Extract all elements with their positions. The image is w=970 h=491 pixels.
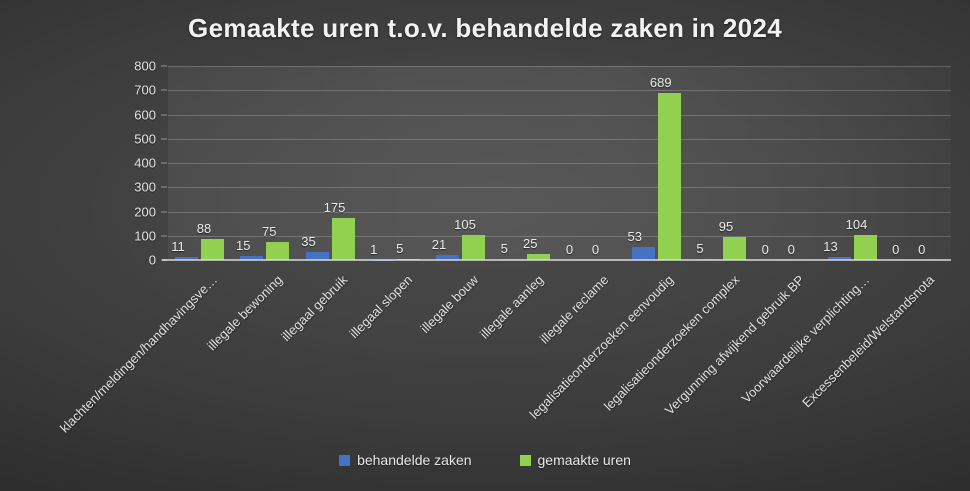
bar[interactable]	[827, 256, 851, 260]
bar-group[interactable]: 15 75	[233, 66, 298, 260]
bar[interactable]	[853, 234, 877, 260]
bars-layer: 11 88 15 75 35 175 1 5 21 105 5 25 0 0 53 689 5 95 0 0 13 104…	[168, 66, 951, 260]
bar[interactable]	[201, 238, 224, 260]
bar-value-label: 53	[627, 229, 642, 245]
bar-value-label: 105	[454, 216, 476, 232]
bar-value-label: 95	[718, 218, 734, 234]
gridline	[168, 235, 951, 237]
bar[interactable]	[305, 251, 329, 260]
y-axis-tick-label: 200	[134, 204, 156, 219]
legend-label: gemaakte uren	[537, 452, 631, 468]
bar-value-label: 75	[262, 223, 277, 239]
axis-baseline	[162, 259, 951, 261]
bar-value-label: 35	[301, 233, 316, 249]
bar-value-label: 0	[565, 242, 574, 257]
bar-group[interactable]: 5 25	[494, 66, 559, 260]
bar-value-label: 21	[431, 236, 447, 252]
y-axis-tick-mark	[161, 65, 167, 67]
bar-group[interactable]: 35 175	[299, 66, 364, 260]
y-axis-tick-mark	[161, 186, 167, 188]
bar-value-label: 1	[370, 241, 378, 257]
bar-value-label: 0	[787, 242, 795, 257]
bar-value-label: 25	[523, 235, 538, 251]
bar-group[interactable]: 13 104	[821, 66, 886, 260]
y-axis-tick-label: 700	[134, 82, 156, 98]
bar-value-label: 13	[823, 238, 838, 254]
bar[interactable]	[631, 247, 655, 260]
bar-group[interactable]: 21 105	[429, 66, 494, 260]
bar-value-label: 88	[196, 220, 212, 236]
bar[interactable]	[462, 234, 485, 260]
bar[interactable]	[331, 217, 355, 260]
bar[interactable]	[266, 241, 290, 260]
y-axis-tick-mark	[161, 114, 167, 115]
legend-item[interactable]: gemaakte uren	[519, 452, 631, 468]
bar-group[interactable]: 53 689	[625, 66, 690, 260]
bar[interactable]	[240, 256, 264, 260]
bar-value-label: 0	[761, 242, 769, 257]
bar[interactable]	[723, 236, 746, 260]
chart-legend: behandelde zaken gemaakte uren	[0, 452, 970, 468]
y-axis-tick-mark	[161, 235, 167, 237]
bar-value-label: 0	[918, 242, 926, 257]
bar[interactable]	[527, 253, 551, 260]
bar-group[interactable]: 5 95	[690, 66, 755, 260]
legend-label: behandelde zaken	[357, 452, 472, 468]
y-axis-tick-mark	[161, 162, 167, 164]
bar[interactable]	[436, 254, 459, 260]
gridline	[168, 66, 951, 67]
gridline	[168, 211, 951, 213]
bar-value-label: 175	[323, 199, 346, 215]
bar-value-label: 5	[500, 240, 508, 256]
y-axis-tick-label: 0	[148, 252, 156, 268]
gridline	[168, 187, 951, 189]
y-axis-tick-label: 500	[134, 131, 156, 147]
legend-swatch-icon	[339, 454, 351, 466]
y-axis-tick-mark	[161, 259, 167, 261]
y-axis-tick-mark	[161, 211, 167, 212]
bar[interactable]	[175, 257, 198, 260]
bar-value-label: 0	[591, 242, 600, 257]
chart-title: Gemaakte uren t.o.v. behandelde zaken in…	[188, 13, 782, 43]
bar-value-label: 689	[649, 74, 672, 90]
y-axis-tick-mark	[161, 89, 167, 91]
plot-area: 11 88 15 75 35 175 1 5 21 105 5 25 0 0 53 689 5 95 0 0 13 104…	[162, 66, 951, 261]
y-axis-tick-label: 100	[134, 228, 156, 244]
y-axis-tick-label: 400	[134, 155, 156, 171]
bar-value-label: 0	[892, 242, 900, 257]
bar-value-label: 11	[171, 239, 185, 255]
y-axis-tick-label: 800	[134, 58, 156, 74]
gridline	[168, 114, 951, 116]
gridline	[168, 138, 951, 140]
bar-value-label: 15	[236, 238, 251, 254]
bar-group[interactable]: 11 88	[168, 66, 233, 260]
gridline	[168, 90, 951, 92]
legend-swatch-icon	[519, 454, 531, 466]
plot-background	[168, 66, 951, 260]
y-axis-tick-label: 600	[134, 107, 156, 122]
y-axis-tick-label: 300	[134, 179, 156, 195]
bar-value-label: 5	[396, 240, 404, 256]
y-axis-tick-mark	[161, 138, 167, 140]
bar-value-label: 104	[845, 216, 868, 232]
bar-value-label: 5	[696, 240, 704, 256]
gridline	[168, 163, 951, 164]
legend-item[interactable]: behandelde zaken	[339, 452, 472, 468]
bar[interactable]	[657, 92, 681, 260]
